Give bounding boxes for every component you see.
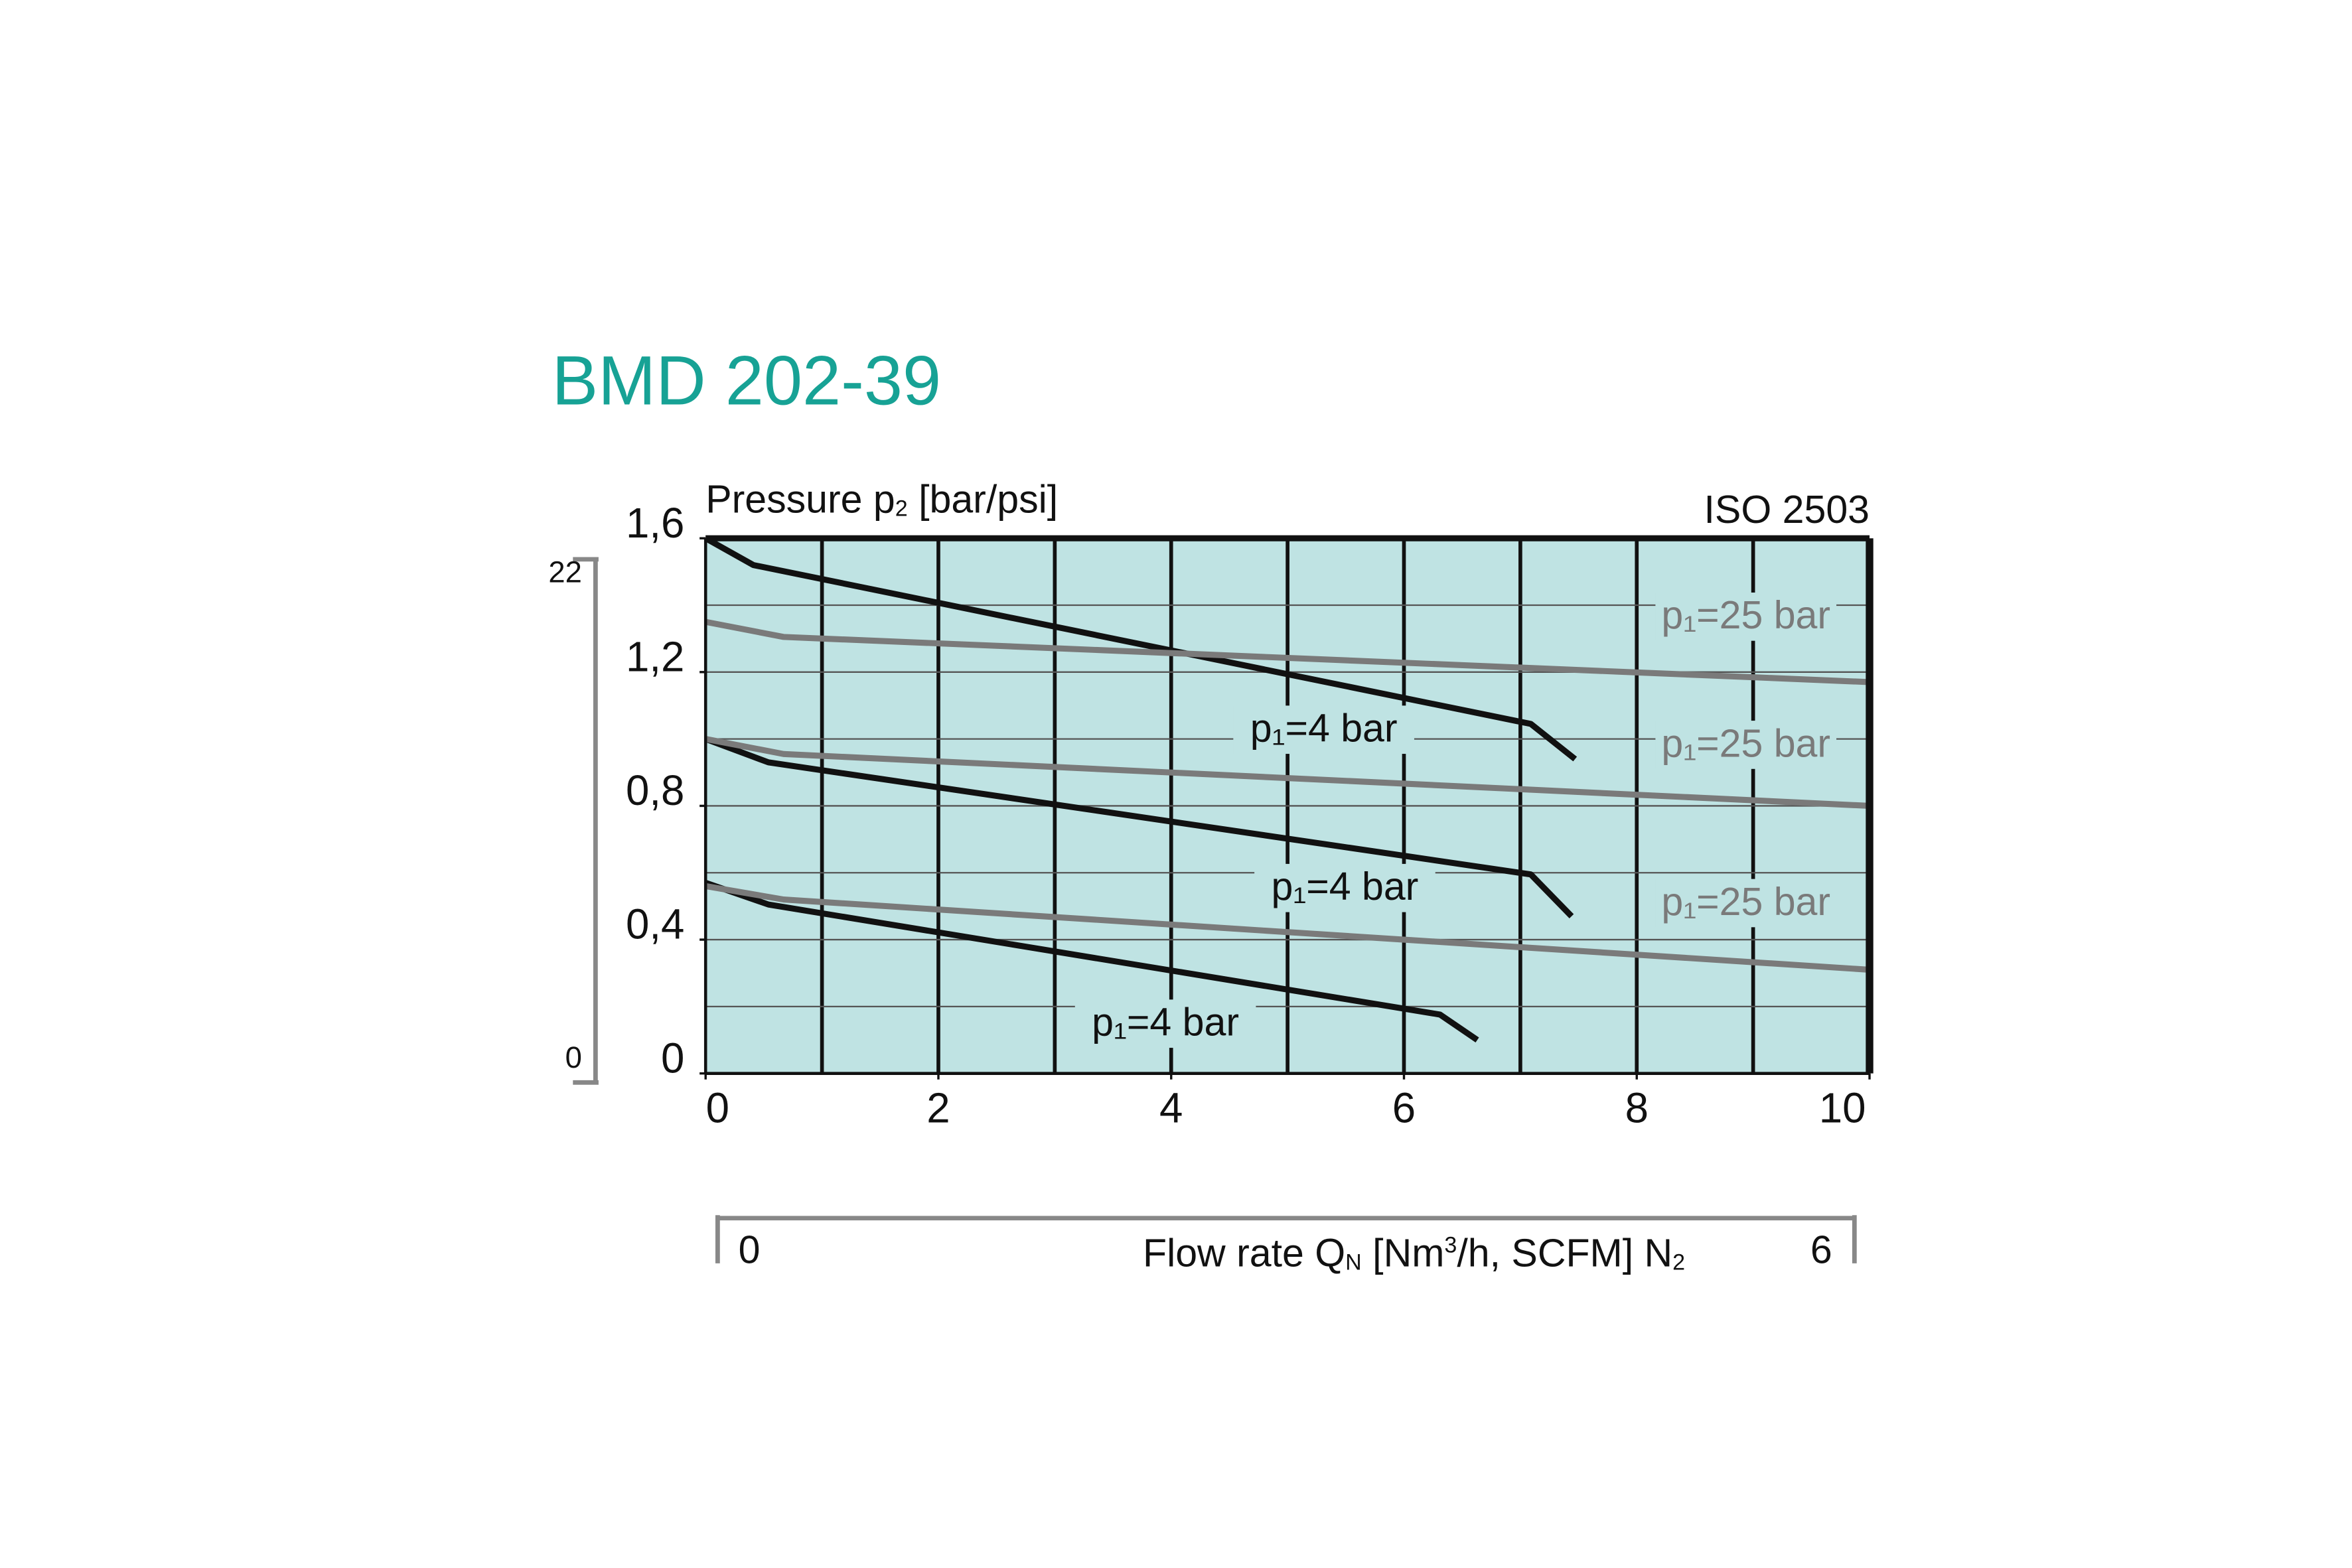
series-line — [704, 736, 1574, 918]
series-label: p₁=25 bar — [1661, 593, 1830, 637]
y-axis-label-part: 2 — [895, 496, 908, 522]
standard-label: ISO 2503 — [1704, 488, 1870, 532]
series-line — [705, 618, 1870, 685]
x2-tick-label: 6 — [1810, 1228, 1832, 1272]
label-knockout — [1655, 592, 1837, 641]
y-tick-label: 0,8 — [626, 767, 684, 814]
y-axis-label-part: Pressure p — [705, 477, 895, 521]
series-label: p₁=4 bar — [1272, 865, 1419, 908]
series-label: p₁=25 bar — [1661, 721, 1830, 765]
series-label: p₁=4 bar — [1092, 1001, 1239, 1044]
x-axis-label-part: Flow rate Q — [1143, 1231, 1345, 1275]
series-line — [705, 736, 1870, 809]
y-tick-label: 0,4 — [626, 901, 684, 948]
x-axis-label: Flow rate QN [Nm3/h, SCFM] N2 — [1143, 1231, 1685, 1275]
y-axis-label-part: [bar/psi] — [908, 477, 1058, 521]
x-tick-label: 10 — [1819, 1084, 1866, 1131]
y-axis-label: Pressure p2 [bar/psi] — [705, 477, 1058, 521]
x-tick-label: 4 — [1159, 1084, 1183, 1131]
series-line — [703, 535, 1578, 762]
x-tick-label: 2 — [926, 1084, 950, 1131]
series-line — [705, 883, 1870, 973]
y-tick-label: 1,6 — [626, 500, 684, 547]
x-axis-label-part: /h, SCFM] N — [1457, 1231, 1672, 1275]
label-knockout — [1254, 863, 1435, 912]
x2-tick-label: 0 — [739, 1228, 761, 1272]
label-knockout — [1655, 721, 1837, 769]
x-tick-label: 0 — [706, 1084, 729, 1131]
label-knockout — [1233, 705, 1414, 754]
chart-title: BMD 202-39 — [551, 342, 941, 419]
series-label: p₁=25 bar — [1661, 880, 1830, 924]
x-axis-label-part: 2 — [1672, 1249, 1685, 1275]
y2-tick-label: 0 — [565, 1040, 582, 1074]
x-tick-label: 6 — [1392, 1084, 1416, 1131]
x-axis-label-part: 3 — [1444, 1233, 1457, 1258]
label-knockout — [1074, 999, 1256, 1048]
y-tick-label: 1,2 — [626, 633, 684, 680]
y2-tick-label: 22 — [548, 555, 582, 589]
x-tick-label: 8 — [1625, 1084, 1649, 1131]
series-label: p₁=4 bar — [1250, 707, 1398, 750]
y-tick-label: 0 — [661, 1034, 684, 1082]
x-axis-label-part: N — [1345, 1249, 1362, 1275]
x-axis-label-part: [Nm — [1362, 1231, 1445, 1275]
label-knockout — [1655, 879, 1837, 928]
